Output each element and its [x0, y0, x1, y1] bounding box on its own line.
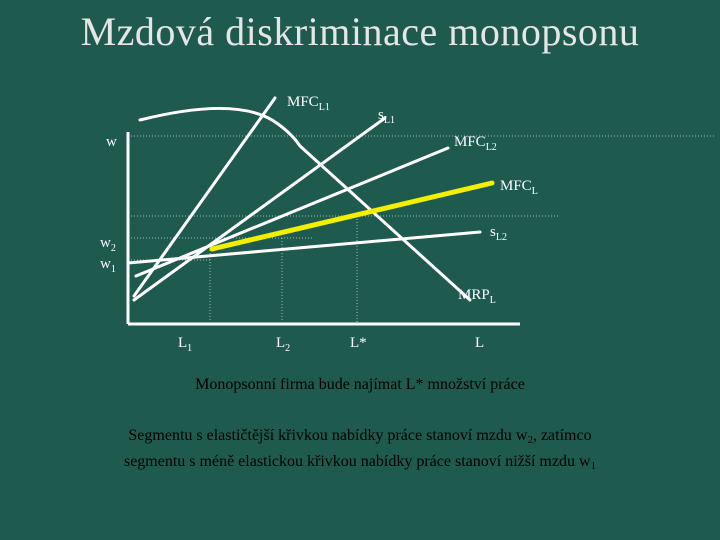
- label-mfc-l2: MFCL2: [454, 134, 497, 153]
- label-l1: L1: [178, 335, 192, 354]
- axes: [126, 132, 520, 326]
- label-w2: w2: [100, 235, 116, 254]
- s-l2-curve: [126, 230, 482, 265]
- label-mrp-l: MRPL: [458, 287, 496, 306]
- mfc-l1-curve: [132, 96, 277, 298]
- label-s-l1: sL1: [378, 107, 395, 126]
- caption-explanation-line-1: Segmentu s elastičtější křivkou nabídky …: [128, 427, 592, 446]
- diagram-labels: MFCL1 sL1 w MFCL2 MFCL sL2 w2 w1 MRPL L1…: [100, 94, 538, 354]
- label-l: L: [475, 335, 484, 351]
- s-l1-curve: [132, 116, 387, 302]
- label-mfc-l: MFCL: [500, 178, 538, 197]
- caption-explanation: Segmentu s elastičtější křivkou nabídky …: [0, 425, 720, 477]
- guide-lines: [128, 135, 715, 322]
- label-l2: L2: [276, 335, 290, 354]
- label-mfc-l1: MFCL1: [287, 94, 330, 113]
- mfc-l-curve: [209, 180, 495, 252]
- caption-explanation-line-2: segmentu s méně elastickou křivkou nabíd…: [123, 453, 597, 472]
- label-w: w: [106, 134, 117, 150]
- mrp-curve: [138, 106, 472, 302]
- slide-title: Mzdová diskriminace monopsonu: [80, 9, 640, 54]
- label-s-l2: sL2: [490, 224, 507, 243]
- caption-conclusion: Monopsonní firma bude najímat L* množstv…: [195, 376, 525, 393]
- label-lstar: L*: [350, 335, 367, 351]
- label-w1: w1: [100, 256, 116, 275]
- curves: [126, 96, 482, 302]
- mfc-l2-curve: [134, 146, 450, 278]
